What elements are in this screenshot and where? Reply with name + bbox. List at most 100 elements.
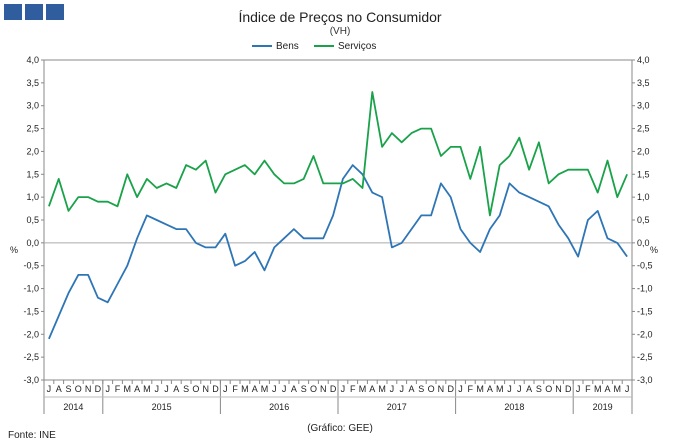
y-tick-label-right: 0,0 (637, 238, 650, 248)
y-tick-label-left: 2,0 (26, 146, 39, 156)
y-tick-label-left: -0,5 (23, 261, 39, 271)
y-tick-label-right: 2,5 (637, 124, 650, 134)
x-month-label: F (585, 384, 591, 394)
x-month-label: J (154, 384, 159, 394)
y-tick-label-right: -1,5 (637, 306, 653, 316)
x-month-label: S (536, 384, 542, 394)
x-month-label: D (565, 384, 572, 394)
x-month-label: J (507, 384, 512, 394)
x-month-label: J (625, 384, 630, 394)
y-tick-label-right: -0,5 (637, 261, 653, 271)
y-tick-label-right: 1,0 (637, 192, 650, 202)
x-month-label: A (369, 384, 375, 394)
y-tick-label-right: 4,0 (637, 55, 650, 65)
series-line-bens (48, 164, 628, 340)
x-month-label: J (390, 384, 395, 394)
y-tick-label-left: -3,0 (23, 375, 39, 385)
x-month-label: N (85, 384, 92, 394)
x-year-label: 2019 (593, 402, 613, 412)
x-month-label: F (350, 384, 356, 394)
x-month-label: M (124, 384, 132, 394)
x-month-label: M (359, 384, 367, 394)
x-month-label: D (447, 384, 454, 394)
x-month-label: J (517, 384, 522, 394)
y-tick-label-right: -3,0 (637, 375, 653, 385)
x-month-label: O (192, 384, 199, 394)
x-month-label: J (47, 384, 52, 394)
x-month-label: N (320, 384, 327, 394)
x-year-label: 2016 (269, 402, 289, 412)
legend-label-bens: Bens (276, 41, 299, 52)
legend-swatch-bens (252, 45, 272, 48)
x-month-label: J (576, 384, 581, 394)
x-month-label: F (115, 384, 121, 394)
x-month-label: A (526, 384, 532, 394)
x-month-label: M (496, 384, 504, 394)
y-tick-label-left: 2,5 (26, 124, 39, 134)
x-month-label: S (418, 384, 424, 394)
x-month-label: N (438, 384, 445, 394)
y-axis-unit-right: % (650, 245, 658, 255)
y-tick-label-left: -2,5 (23, 352, 39, 362)
x-month-label: M (261, 384, 269, 394)
x-month-label: S (65, 384, 71, 394)
x-month-label: M (378, 384, 386, 394)
source-note: Fonte: INE (8, 430, 56, 441)
y-tick-label-right: -2,5 (637, 352, 653, 362)
x-month-label: A (408, 384, 414, 394)
x-month-label: M (476, 384, 484, 394)
x-month-label: A (173, 384, 179, 394)
x-month-label: O (428, 384, 435, 394)
x-month-label: O (310, 384, 317, 394)
legend-label-servicos: Serviços (338, 41, 377, 52)
x-year-label: 2018 (504, 402, 524, 412)
x-month-label: J (282, 384, 287, 394)
y-tick-label-right: -2,0 (637, 329, 653, 339)
x-month-label: D (95, 384, 102, 394)
x-month-label: D (212, 384, 219, 394)
x-month-label: J (458, 384, 463, 394)
x-month-label: J (105, 384, 110, 394)
x-month-label: J (341, 384, 346, 394)
legend-swatch-servicos (314, 45, 334, 48)
y-tick-label-left: -1,5 (23, 306, 39, 316)
y-tick-label-left: 1,5 (26, 169, 39, 179)
x-month-label: A (134, 384, 140, 394)
x-month-label: J (399, 384, 404, 394)
chart-title: Índice de Preços no Consumidor (238, 9, 442, 25)
x-month-label: F (468, 384, 474, 394)
series-line-servicos (48, 91, 628, 217)
y-tick-label-right: -1,0 (637, 284, 653, 294)
x-year-label: 2015 (152, 402, 172, 412)
legend-item-servicos: Serviços (314, 41, 376, 52)
x-month-label: A (252, 384, 258, 394)
x-month-label: J (164, 384, 169, 394)
x-month-label: M (143, 384, 151, 394)
legend-item-bens: Bens (252, 41, 299, 52)
x-month-label: A (291, 384, 297, 394)
y-tick-label-right: 3,0 (637, 101, 650, 111)
y-tick-label-left: 3,0 (26, 101, 39, 111)
y-axis-unit-left: % (10, 245, 18, 255)
x-month-label: D (330, 384, 337, 394)
y-tick-label-left: 4,0 (26, 55, 39, 65)
x-month-label: A (487, 384, 493, 394)
y-tick-label-left: 3,5 (26, 78, 39, 88)
y-tick-label-right: 3,5 (637, 78, 650, 88)
x-year-label: 2014 (63, 402, 83, 412)
x-month-label: M (614, 384, 622, 394)
x-month-label: S (301, 384, 307, 394)
x-month-label: J (223, 384, 228, 394)
x-month-label: N (555, 384, 562, 394)
chart-credit: (Gráfico: GEE) (307, 423, 373, 434)
y-tick-label-left: -1,0 (23, 284, 39, 294)
ine-logo-icon (4, 4, 64, 20)
x-month-label: A (604, 384, 610, 394)
x-year-label: 2017 (387, 402, 407, 412)
plot-frame (43, 59, 633, 381)
y-tick-label-left: 0,0 (26, 238, 39, 248)
y-tick-label-left: -2,0 (23, 329, 39, 339)
chart-subtitle: (VH) (329, 26, 351, 37)
x-month-label: O (545, 384, 552, 394)
